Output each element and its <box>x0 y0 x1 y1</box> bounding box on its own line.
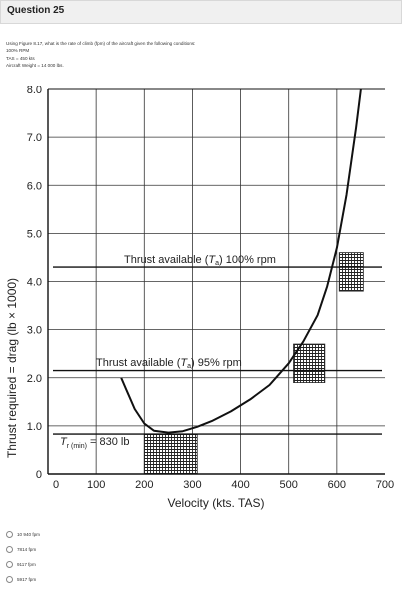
figure: 0 1.0 2.0 3.0 4.0 5.0 6.0 7.0 8.0 0 100 200 300 400 50… <box>0 84 402 523</box>
y-tick-label: 7.0 <box>27 132 42 144</box>
y-tick-label: 5.0 <box>27 228 42 240</box>
question-header: Question 25 <box>0 0 402 24</box>
question-title: Question 25 <box>7 5 65 16</box>
answer-option[interactable]: 7814 fpm <box>6 542 40 557</box>
prompt-line: 100% RPM <box>6 48 30 54</box>
radio-button[interactable] <box>6 546 13 553</box>
thrust-95-label: Thrust available (Ta) 95% rpm <box>96 357 242 370</box>
thrust-drag-chart: 0 1.0 2.0 3.0 4.0 5.0 6.0 7.0 8.0 0 100 200 300 400 50… <box>5 84 394 510</box>
option-label: 7814 fpm <box>17 547 37 552</box>
radio-button[interactable] <box>6 576 13 583</box>
axes: 0 1.0 2.0 3.0 4.0 5.0 6.0 7.0 8.0 0 100 200 300 400 50… <box>27 84 394 491</box>
x-tick-label: 100 <box>87 479 105 491</box>
question-prompt: Using Figure 8.17, what is the rate of c… <box>6 40 195 70</box>
prompt-line: Using Figure 8.17, what is the rate of c… <box>6 41 196 46</box>
y-tick-label: 8.0 <box>27 86 42 96</box>
thrust-100-label: Thrust available (Ta) 100% rpm <box>124 254 276 267</box>
x-tick-label: 600 <box>328 479 346 491</box>
x-tick-label: 200 <box>135 479 153 491</box>
answer-options: 10 940 fpm 7814 fpm 9117 fpm 5917 fpm <box>6 527 40 587</box>
chart-labels: Velocity (kts. TAS) Thrust required = dr… <box>5 254 276 510</box>
answer-option[interactable]: 10 940 fpm <box>6 527 40 542</box>
y-tick-label: 0 <box>36 469 42 481</box>
x-tick-label: 0 <box>53 479 59 491</box>
y-tick-label: 2.0 <box>27 373 42 385</box>
thrust-lines <box>53 266 382 435</box>
radio-button[interactable] <box>6 531 13 538</box>
option-label: 9117 fpm <box>17 562 36 567</box>
prompt-line: TAS = 450 kts <box>6 55 35 61</box>
option-label: 10 940 fpm <box>17 532 40 537</box>
curve-group <box>120 88 362 434</box>
radio-button[interactable] <box>6 561 13 568</box>
hatch-areas <box>143 252 364 475</box>
option-label: 5917 fpm <box>17 577 37 582</box>
y-axis-label: Thrust required = drag (lb × 1000) <box>5 278 19 458</box>
tr-min-hatch <box>143 433 198 475</box>
answer-option[interactable]: 9117 fpm <box>6 557 40 572</box>
x-tick-label: 300 <box>183 479 201 491</box>
y-tick-label: 3.0 <box>27 325 42 337</box>
x-tick-label: 500 <box>280 479 298 491</box>
intersect-95-hatch <box>293 343 326 383</box>
intersect-100-hatch <box>338 252 364 292</box>
x-tick-label: 400 <box>231 479 249 491</box>
answer-option[interactable]: 5917 fpm <box>6 572 40 587</box>
grid <box>48 89 385 474</box>
y-tick-label: 4.0 <box>27 277 42 289</box>
thrust-required-curve <box>120 88 362 434</box>
x-tick-label: 700 <box>376 479 394 491</box>
tr-min-label: Tr (min) = 830 lb <box>60 436 129 450</box>
prompt-line: Aircraft Weight = 14 000 lbs. <box>6 63 64 69</box>
y-tick-label: 1.0 <box>27 421 42 433</box>
x-axis-label: Velocity (kts. TAS) <box>168 496 265 510</box>
y-tick-label: 6.0 <box>27 180 42 192</box>
